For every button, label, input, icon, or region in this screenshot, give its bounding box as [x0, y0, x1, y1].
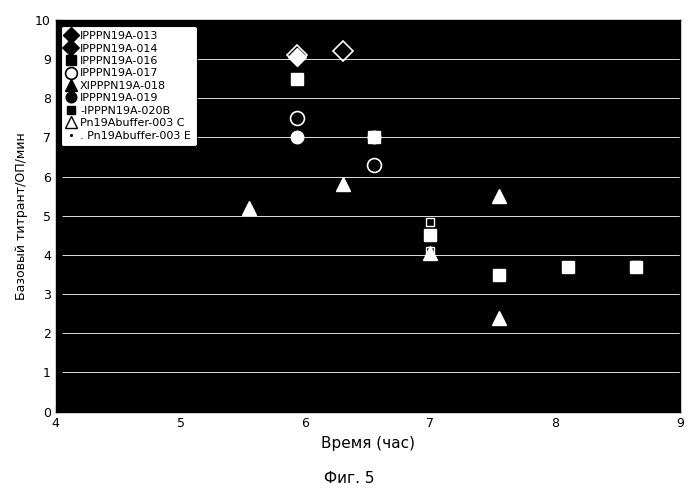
X-axis label: Время (час): Время (час) — [321, 436, 415, 451]
Legend: IPPPN19A-013, IPPPN19A-014, IPPPN19A-016, IPPPN19A-017, XIPPPN19A-018, IPPPN19A-: IPPPN19A-013, IPPPN19A-014, IPPPN19A-016… — [62, 26, 196, 146]
Text: Фиг. 5: Фиг. 5 — [324, 471, 375, 486]
Y-axis label: Базовый титрант/ОП/мин: Базовый титрант/ОП/мин — [15, 132, 28, 300]
